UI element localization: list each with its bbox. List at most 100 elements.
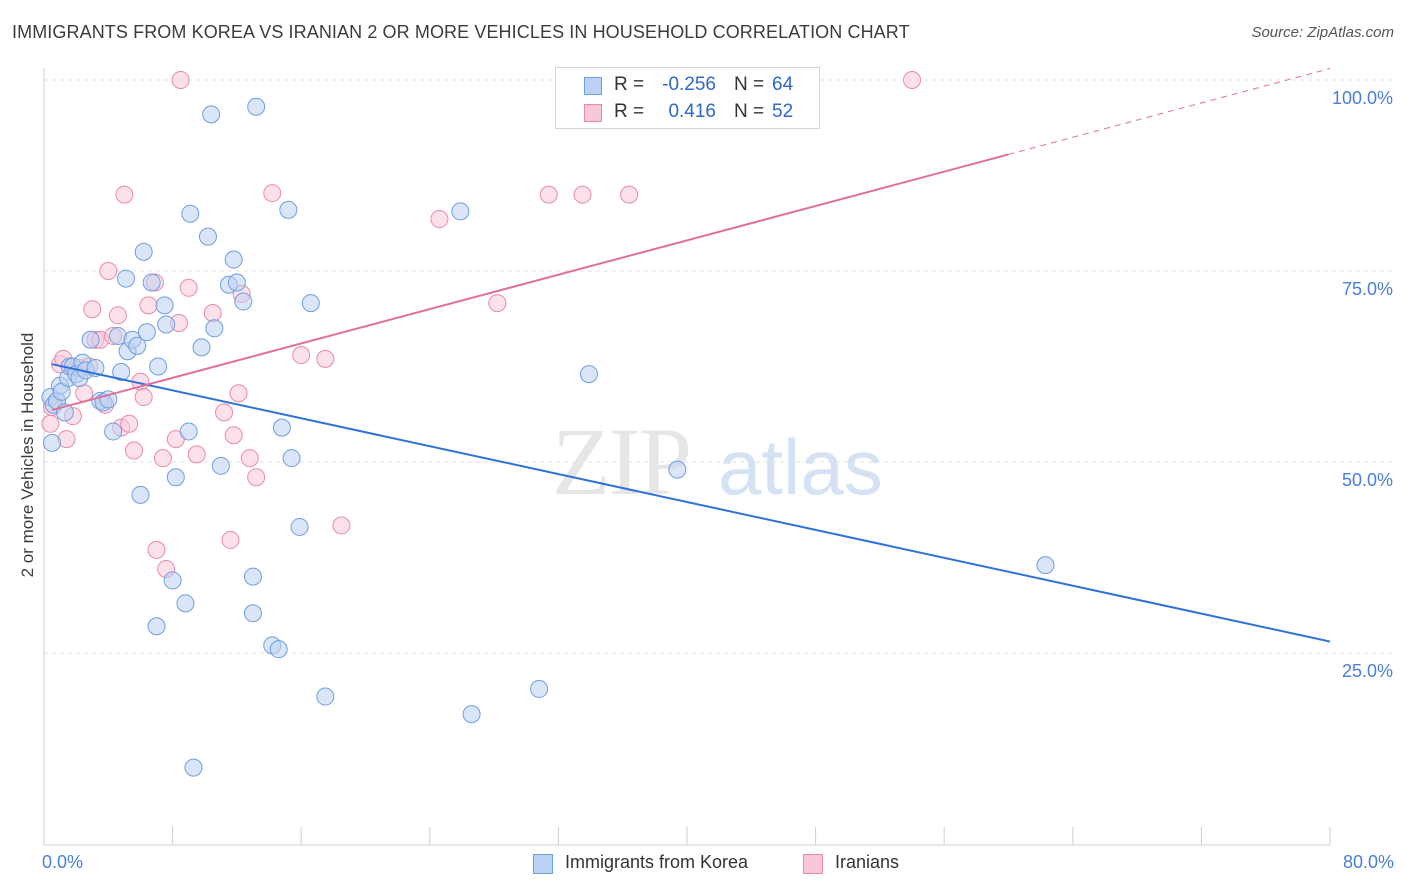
iranians-point <box>292 346 311 365</box>
iranians-point <box>316 349 335 368</box>
iranians-point <box>203 304 222 323</box>
iranians-point <box>108 306 127 325</box>
korea-point <box>179 422 198 441</box>
korea-point <box>81 330 100 349</box>
korea-point <box>243 567 262 586</box>
korea-trend-line <box>51 363 1331 643</box>
korea-point <box>202 105 221 124</box>
korea-point <box>211 456 230 475</box>
korea-point <box>282 449 301 468</box>
iranians-point <box>263 184 282 203</box>
trend-lines <box>51 68 1331 643</box>
iranians-point <box>240 449 259 468</box>
watermark: ZIP atlas <box>552 408 883 515</box>
iranians-point <box>221 530 240 549</box>
korea-point <box>1036 556 1055 575</box>
korea-point <box>272 418 291 437</box>
iranians-point <box>139 296 158 315</box>
iranians-point <box>83 300 102 319</box>
korea-point <box>269 640 288 659</box>
y-tick-label: 75.0% <box>1342 279 1393 299</box>
chart-title: IMMIGRANTS FROM KOREA VS IRANIAN 2 OR MO… <box>12 22 910 42</box>
korea-point <box>181 204 200 223</box>
korea-point <box>155 296 174 315</box>
korea-point <box>142 273 161 292</box>
stats-row-iranians: R = 0.416 N = 52 <box>556 101 819 127</box>
korea-point <box>112 362 131 381</box>
korea-point <box>234 292 253 311</box>
y-tick-label: 50.0% <box>1342 470 1393 490</box>
korea-point <box>530 679 549 698</box>
korea-swatch <box>584 77 602 95</box>
korea-point <box>176 594 195 613</box>
iranians-point <box>187 445 206 464</box>
r-label: R = <box>614 74 645 95</box>
legend-label-korea: Immigrants from Korea <box>565 852 749 872</box>
iranians-point <box>224 426 243 445</box>
korea-point <box>579 365 598 384</box>
iranians-point <box>99 262 118 280</box>
iranians-point <box>125 441 144 460</box>
gridlines <box>44 79 1392 654</box>
iranians-point <box>120 414 139 433</box>
iranians-trend-extension <box>1008 68 1331 155</box>
korea-point <box>116 269 135 288</box>
iranians-point <box>430 210 449 229</box>
korea-point <box>184 758 203 777</box>
korea-point <box>166 468 185 487</box>
korea-point <box>128 336 147 355</box>
r-label: R = <box>614 101 645 122</box>
korea-point <box>157 315 176 334</box>
y-tick-labels: 25.0% 50.0% 75.0% 100.0% <box>1332 88 1393 681</box>
korea-point <box>198 227 217 246</box>
iranians-swatch <box>584 104 602 122</box>
korea-point <box>104 422 123 441</box>
korea-point <box>43 433 62 452</box>
iranians-point <box>247 468 266 487</box>
r-value: 0.416 <box>668 101 716 122</box>
n-value: 52 <box>772 101 794 122</box>
korea-point <box>147 617 166 636</box>
r-value: -0.256 <box>662 74 716 95</box>
iranians-trend-line <box>51 153 1009 412</box>
korea-point <box>290 517 309 536</box>
korea-point <box>205 319 224 338</box>
iranians-point <box>903 71 922 89</box>
watermark-atlas: atlas <box>718 423 883 511</box>
iranians-point <box>332 516 351 535</box>
korea-point <box>301 294 320 313</box>
korea-point <box>192 338 211 357</box>
y-axis-label: 2 or more Vehicles in Household <box>18 332 37 578</box>
korea-point <box>247 97 266 116</box>
n-label: N = <box>734 101 765 122</box>
iranians-point <box>41 414 60 433</box>
legend-swatch-iranians <box>803 854 823 874</box>
iranians-point <box>620 185 639 204</box>
korea-point <box>99 390 118 409</box>
series-korea-points <box>41 97 1055 777</box>
n-value: 64 <box>772 74 794 95</box>
y-tick-label: 25.0% <box>1342 661 1393 681</box>
legend-swatch-korea <box>533 854 553 874</box>
n-label: N = <box>734 74 765 95</box>
iranians-point <box>171 71 190 89</box>
legend-label-iranians: Iranians <box>835 852 900 872</box>
x-tick-label-max: 80.0% <box>1342 852 1394 872</box>
x-tick-label-min: 0.0% <box>42 852 84 872</box>
stats-row-korea: R = -0.256 N = 64 <box>556 74 819 100</box>
korea-point <box>224 250 243 269</box>
y-tick-label: 100.0% <box>1332 88 1393 108</box>
korea-point <box>668 460 687 479</box>
korea-point <box>316 687 335 706</box>
iranians-point <box>573 185 592 204</box>
source-credit: Source: ZipAtlas.com <box>1251 24 1394 41</box>
iranians-point <box>229 384 248 403</box>
korea-point <box>243 604 262 623</box>
korea-point <box>149 357 168 376</box>
korea-point <box>451 202 470 221</box>
iranians-point <box>115 185 134 204</box>
iranians-point <box>488 294 507 313</box>
iranians-point <box>179 278 198 297</box>
korea-point <box>163 571 182 590</box>
